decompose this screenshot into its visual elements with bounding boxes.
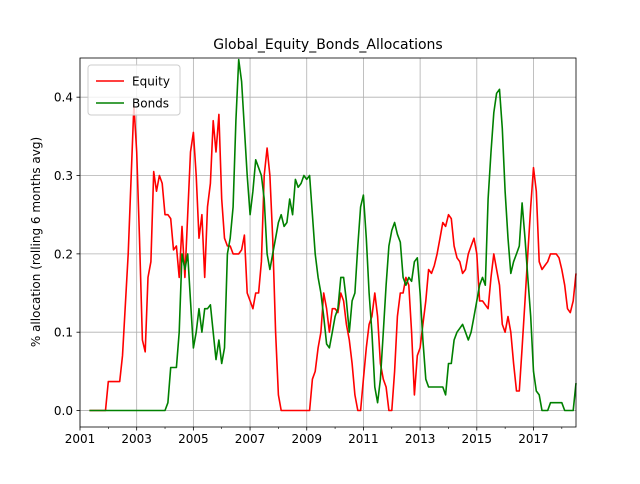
series-line-bonds [89, 58, 577, 412]
chart-title: Global_Equity_Bonds_Allocations [213, 37, 442, 53]
x-tick-label: 2011 [348, 432, 379, 446]
series-lines [89, 58, 577, 412]
axes: 2001 2003 2005 2007 2009 2011 2013 2015 2017 0.0 0… [54, 91, 563, 446]
y-tick-label: 0.1 [54, 326, 73, 340]
x-tick-label: 2015 [462, 432, 493, 446]
x-tick-label: 2017 [518, 432, 549, 446]
plot-frame [79, 57, 577, 428]
series-line-equity [89, 104, 577, 412]
y-tick-label: 0.2 [54, 247, 73, 261]
x-tick-label: 2013 [405, 432, 436, 446]
x-tick-label: 2007 [235, 432, 266, 446]
x-tick-label: 2005 [178, 432, 209, 446]
legend: Equity Bonds [87, 64, 181, 116]
y-tick-label: 0.0 [54, 404, 73, 418]
y-axis-label: % allocation (rolling 6 months avg) [29, 137, 43, 347]
x-tick-label: 2001 [65, 432, 96, 446]
y-tick-label: 0.4 [54, 91, 73, 105]
x-tick-label: 2003 [121, 432, 152, 446]
x-tick-label: 2009 [291, 432, 322, 446]
legend-label-equity: Equity [132, 75, 170, 89]
grid-lines [79, 58, 576, 427]
y-tick-label: 0.3 [54, 169, 73, 183]
legend-label-bonds: Bonds [132, 97, 169, 111]
